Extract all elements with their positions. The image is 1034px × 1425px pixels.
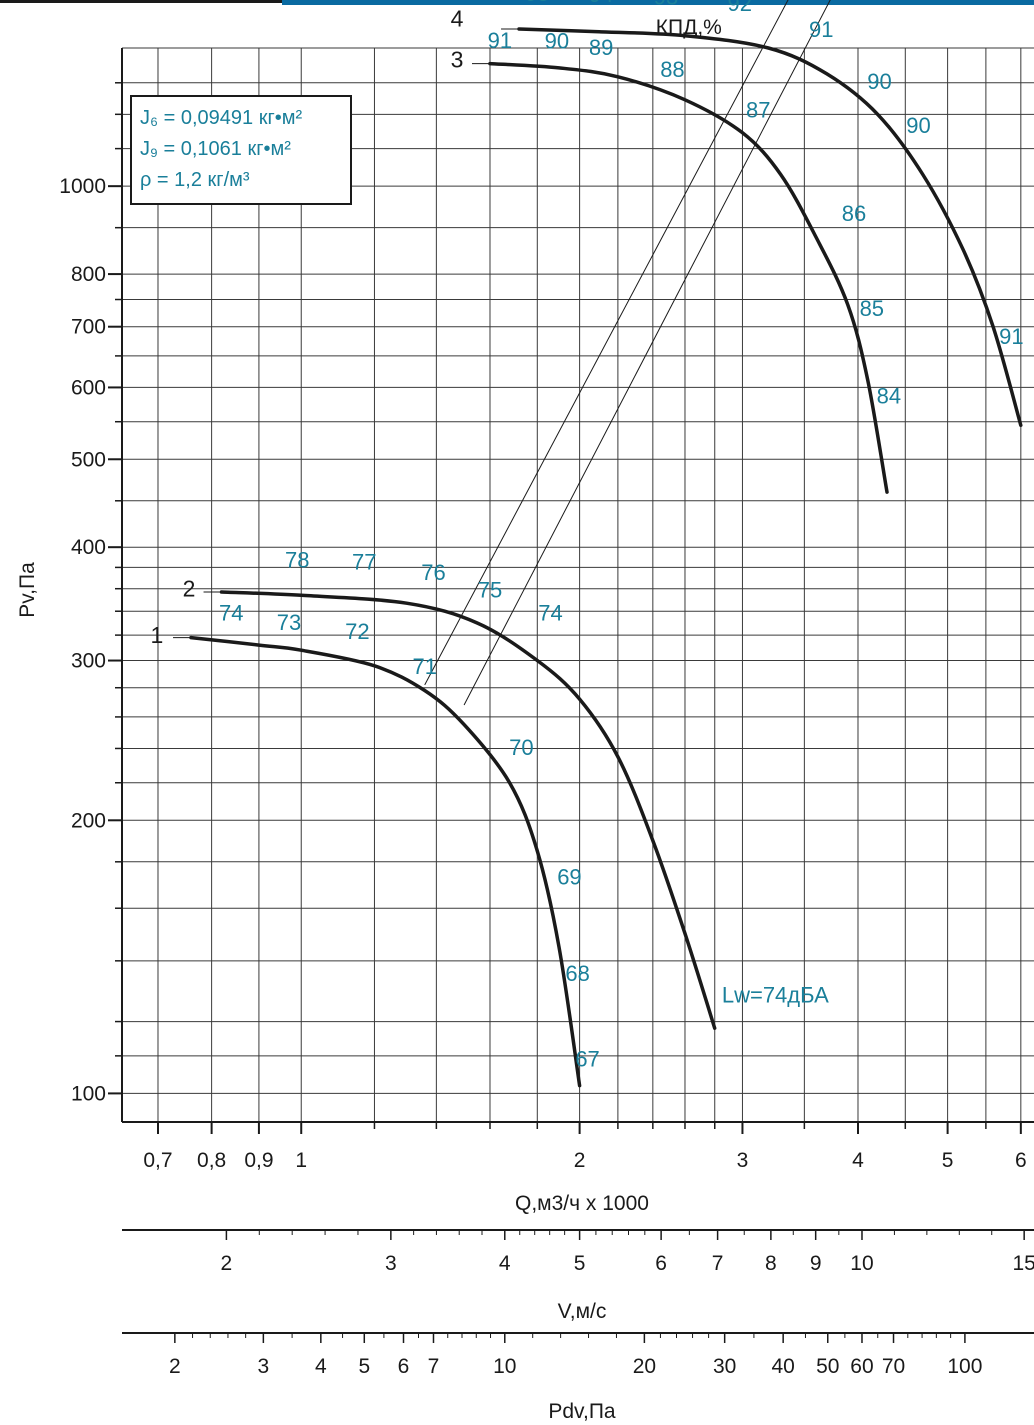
x-tick-label: 6	[1015, 1149, 1027, 1172]
efficiency-value: 90	[906, 113, 930, 138]
dynamic-pressure-tick-label: 60	[850, 1355, 873, 1378]
y-tick-label: 700	[71, 316, 106, 339]
dynamic-pressure-tick-label: 20	[633, 1355, 656, 1378]
efficiency-value: 84	[877, 384, 901, 409]
dynamic-pressure-tick-label: 3	[258, 1355, 270, 1378]
top-rule-blue	[282, 0, 1034, 5]
y-tick-label: 500	[71, 448, 106, 471]
chart-labels: 7580КПД,%1234747372717069686778777675749…	[151, 0, 1024, 1072]
x-tick-label: 3	[737, 1149, 749, 1172]
efficiency-value: 71	[412, 654, 436, 679]
curve-number-3: 3	[451, 46, 464, 72]
y-tick-label: 300	[71, 650, 106, 673]
curve-3	[488, 61, 889, 494]
y-tick-label: 1000	[59, 175, 106, 198]
dynamic-pressure-tick-label: 5	[358, 1355, 370, 1378]
velocity-tick-label: 9	[810, 1252, 822, 1275]
efficiency-value: 76	[421, 560, 445, 585]
velocity-tick-label: 10	[850, 1252, 873, 1275]
noise-level-label: Lw=74дБА	[722, 982, 829, 1007]
velocity-tick-label: 4	[499, 1252, 511, 1275]
efficiency-value: 75	[478, 578, 502, 603]
curve-number-2: 2	[183, 576, 196, 602]
y-tick-label: 200	[71, 809, 106, 832]
dynamic-pressure-tick-label: 70	[882, 1355, 905, 1378]
efficiency-line-75	[424, 0, 789, 686]
pressure-curves	[173, 27, 1023, 1088]
efficiency-value: 88	[660, 57, 684, 82]
efficiency-value: 94	[589, 0, 613, 7]
efficiency-value: 91	[488, 28, 512, 53]
x-tick-label: 0,7	[143, 1149, 172, 1172]
curve-1	[189, 635, 582, 1088]
dynamic-pressure-tick-label: 100	[947, 1355, 982, 1378]
x-tick-label: 5	[942, 1149, 954, 1172]
curve-number-4: 4	[451, 6, 464, 32]
x-tick-label: 0,8	[197, 1149, 226, 1172]
dynamic-pressure-title: Pdv,Па	[548, 1400, 616, 1423]
y-tick-label: 100	[71, 1082, 106, 1105]
y-tick-label: 600	[71, 376, 106, 399]
efficiency-line-80	[463, 0, 831, 706]
efficiency-value: 67	[575, 1047, 599, 1072]
x-tick-label: 0,9	[244, 1149, 273, 1172]
efficiency-value: 77	[352, 549, 376, 574]
density-line: ρ = 1,2 кг/м³	[140, 169, 250, 191]
chart-grid	[122, 47, 1034, 1122]
efficiency-value: 91	[809, 17, 833, 42]
velocity-title: V,м/с	[558, 1300, 607, 1323]
efficiency-value: 74	[219, 601, 243, 626]
efficiency-value: 70	[509, 735, 533, 760]
efficiency-value: 93	[654, 0, 678, 10]
dynamic-pressure-tick-label: 7	[428, 1355, 440, 1378]
curve-4	[517, 27, 1023, 428]
x-tick-label: 2	[574, 1149, 586, 1172]
efficiency-value: 86	[842, 201, 866, 226]
x-tick-label: 1	[295, 1149, 307, 1172]
efficiency-value: 68	[565, 961, 589, 986]
x-axis-title: Q,м3/ч х 1000	[515, 1192, 649, 1215]
dynamic-pressure-tick-label: 40	[771, 1355, 794, 1378]
x-tick-label: 4	[852, 1149, 864, 1172]
y-tick-label: 800	[71, 263, 106, 286]
velocity-tick-label: 5	[574, 1252, 586, 1275]
efficiency-value: 89	[589, 35, 613, 60]
curve-number-1: 1	[151, 622, 164, 648]
efficiency-value: 85	[860, 296, 884, 321]
dynamic-pressure-tick-label: 50	[816, 1355, 839, 1378]
efficiency-value: 73	[277, 610, 301, 635]
efficiency-value: 69	[557, 864, 581, 889]
efficiency-value: 87	[746, 98, 770, 123]
efficiency-value: 78	[285, 547, 309, 572]
efficiency-value: 92	[728, 0, 752, 16]
dynamic-pressure-tick-label: 10	[493, 1355, 516, 1378]
velocity-tick-label: 15	[1012, 1252, 1034, 1275]
inertia-line-2: J₉ = 0,1061 кг•м²	[140, 138, 291, 160]
inertia-legend-box: J₆ = 0,09491 кг•м² J₉ = 0,1061 кг•м² ρ =…	[130, 95, 352, 205]
efficiency-value: 90	[867, 69, 891, 94]
efficiency-value: 90	[545, 29, 569, 54]
efficiency-axis-title: КПД,%	[656, 16, 722, 39]
velocity-tick-label: 2	[221, 1252, 233, 1275]
y-axis-title: Pv,Па	[16, 562, 39, 618]
dynamic-pressure-tick-label: 6	[398, 1355, 410, 1378]
velocity-tick-label: 8	[765, 1252, 777, 1275]
velocity-tick-label: 6	[655, 1252, 667, 1275]
efficiency-value: 74	[538, 601, 562, 626]
secondary-scales: 2 3 4 5 6 7 8 9 10 15V,м/с2 3 4 5 6 7 10 20 30 40 50 60 70 100…	[122, 1229, 1034, 1423]
efficiency-value: 91	[999, 324, 1023, 349]
efficiency-value: 95	[525, 0, 549, 6]
curve-2	[219, 590, 717, 1030]
dynamic-pressure-tick-label: 2	[169, 1355, 181, 1378]
dynamic-pressure-tick-label: 4	[315, 1355, 327, 1378]
top-rule-dark	[0, 0, 282, 3]
y-tick-label: 400	[71, 536, 106, 559]
dynamic-pressure-tick-label: 30	[713, 1355, 736, 1378]
efficiency-value: 72	[345, 619, 369, 644]
velocity-tick-label: 7	[712, 1252, 724, 1275]
velocity-tick-label: 3	[385, 1252, 397, 1275]
inertia-line-1: J₆ = 0,09491 кг•м²	[140, 107, 303, 129]
